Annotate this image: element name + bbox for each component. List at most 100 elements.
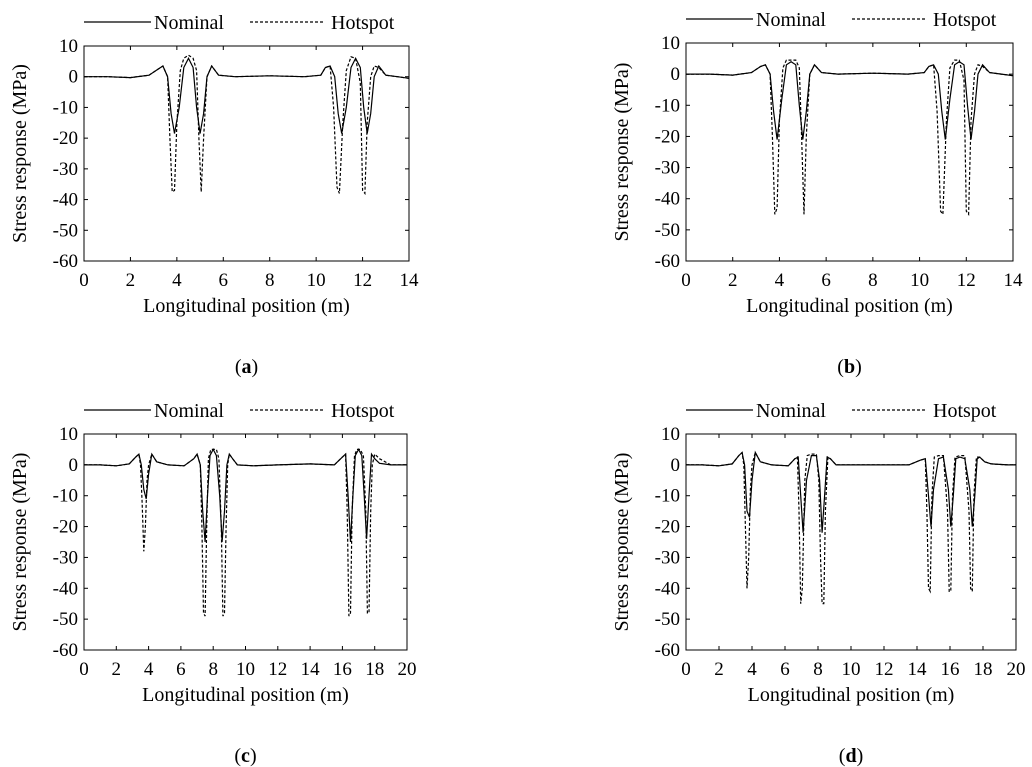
chart-panel-d: 0 2 4 6 8 10 12 14 16 18 20 10 0 -10 -20 -30 -40 -50 -60 Lo… [611,400,1026,767]
x-tick-label: 14 [301,659,321,680]
x-tick-label: 4 [144,659,154,680]
y-tick-label: 0 [671,455,681,476]
y-tick-label: -30 [53,159,78,180]
series-line-hotspot [686,59,1013,217]
x-tick-label: 6 [780,659,790,680]
x-tick-label: 16 [941,659,960,680]
x-tick-label: 14 [1004,270,1024,291]
axes-frame [83,45,410,262]
legend-label-nominal: Nominal [154,12,224,34]
x-tick-label: 2 [728,270,738,291]
y-axis-title: Stress response (MPa) [9,453,31,632]
chart-panel-c: 0 2 4 6 8 10 12 14 16 18 20 10 0 -10 -20 -30 -40 -50 -60 Lo… [9,400,417,767]
y-tick-label: -30 [655,158,680,179]
panel-label: (c) [234,745,256,767]
y-tick-label: -30 [655,547,680,568]
chart-panel-a: 0 2 4 6 8 10 12 14 10 0 -10 -20 -30 -40 -50 -60 Longitud… [9,12,419,378]
x-tick-label: 20 [398,659,417,680]
x-tick-label: 4 [172,270,182,291]
panel-label: (a) [235,356,258,378]
x-tick-label: 8 [868,270,878,291]
x-tick-label: 4 [775,270,785,291]
x-tick-label: 0 [79,270,89,291]
x-axis-title: Longitudinal position (m) [748,684,955,706]
legend-label-hotspot: Hotspot [331,12,395,34]
x-tick-label: 14 [908,659,928,680]
series-line-hotspot [84,448,407,617]
y-axis-title: Stress response (MPa) [611,453,633,632]
series-line-nominal [686,450,1016,533]
x-tick-label: 0 [681,270,691,291]
y-tick-label: -40 [655,189,680,210]
y-tick-label: -20 [53,128,78,149]
x-tick-label: 12 [353,270,372,291]
y-tick-label: -20 [655,126,680,147]
y-tick-label: -50 [655,609,680,630]
series-line-nominal [84,448,407,543]
legend-label-hotspot: Hotspot [933,400,997,422]
x-tick-label: 10 [842,659,861,680]
y-tick-label: -10 [655,95,680,116]
y-tick-label: -20 [53,517,78,538]
x-axis-title: Longitudinal position (m) [143,295,350,317]
legend-label-hotspot: Hotspot [933,9,997,31]
y-tick-label: 10 [661,33,680,54]
y-tick-label: -40 [53,190,78,211]
y-tick-label: -60 [53,251,78,272]
x-tick-label: 0 [681,659,691,680]
x-tick-label: 10 [236,659,255,680]
y-tick-label: -60 [53,640,78,661]
y-tick-label: -60 [655,251,680,272]
x-tick-label: 6 [219,270,229,291]
y-tick-label: -10 [53,486,78,507]
x-tick-label: 8 [813,659,823,680]
x-tick-label: 18 [365,659,384,680]
x-tick-label: 10 [307,270,326,291]
legend-label-nominal: Nominal [756,9,826,31]
x-tick-label: 6 [821,270,831,291]
y-tick-label: 0 [69,455,79,476]
y-tick-label: 10 [661,424,680,445]
chart-panel-b: 0 2 4 6 8 10 12 14 10 0 -10 -20 -30 -40 -50 -60 Longitud… [611,9,1023,378]
panel-label: (d) [839,745,863,767]
x-tick-label: 20 [1007,659,1026,680]
legend-label-hotspot: Hotspot [331,400,395,422]
y-tick-label: -50 [53,220,78,241]
x-axis-title: Longitudinal position (m) [142,684,349,706]
x-tick-label: 18 [974,659,993,680]
x-tick-label: 8 [265,270,275,291]
x-tick-label: 10 [910,270,929,291]
panel-label: (b) [837,356,861,378]
y-tick-label: -50 [53,609,78,630]
x-tick-label: 0 [79,659,89,680]
y-tick-label: -60 [655,640,680,661]
legend-label-nominal: Nominal [756,400,826,422]
x-tick-label: 14 [400,270,420,291]
x-tick-label: 2 [126,270,136,291]
x-tick-label: 12 [957,270,976,291]
y-axis-title: Stress response (MPa) [9,64,31,243]
axes-frame [685,42,1014,262]
x-tick-label: 2 [112,659,122,680]
y-axis-title: Stress response (MPa) [611,63,633,242]
x-tick-label: 16 [333,659,352,680]
y-tick-label: 0 [671,64,681,85]
y-tick-label: 10 [59,424,78,445]
x-axis-title: Longitudinal position (m) [746,295,953,317]
y-tick-label: -30 [53,547,78,568]
x-tick-label: 12 [875,659,894,680]
x-tick-label: 2 [714,659,724,680]
y-tick-label: 10 [59,36,78,57]
y-tick-label: -10 [655,486,680,507]
y-tick-label: -10 [53,97,78,118]
series-line-hotspot [84,54,409,196]
x-tick-label: 4 [747,659,757,680]
y-tick-label: -50 [655,220,680,241]
legend-label-nominal: Nominal [154,400,224,422]
x-tick-label: 8 [208,659,218,680]
axes-frame [83,433,408,651]
series-line-hotspot [686,450,1016,605]
x-tick-label: 6 [176,659,186,680]
x-tick-label: 12 [268,659,287,680]
